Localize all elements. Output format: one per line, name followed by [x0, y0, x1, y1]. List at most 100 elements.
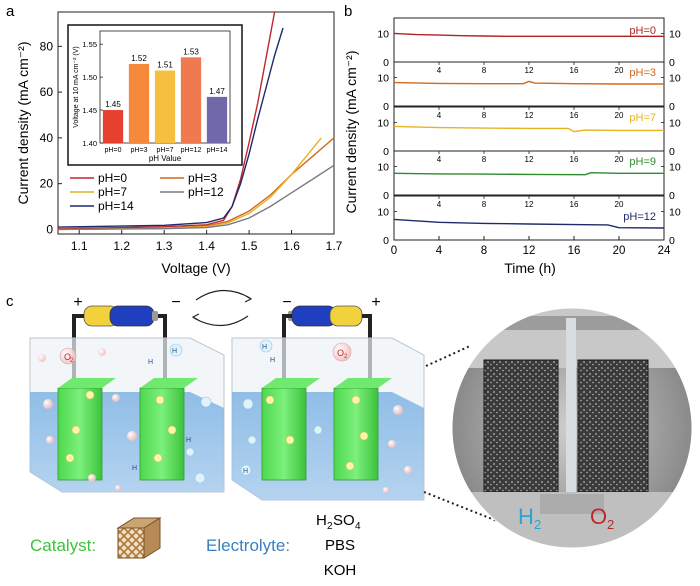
polarity-right-plus: +	[371, 294, 380, 311]
chart-b-inner-xtick-label: 4	[437, 155, 442, 164]
chart-b-series-pH=0	[393, 32, 664, 37]
inset-xtick-label: pH=3	[131, 147, 148, 154]
chart-b-ytick-label-right: 0	[669, 57, 675, 69]
inset-ylabel: Voltage at 10 mA cm⁻² (V)	[73, 46, 80, 128]
chart-a-xtick-label: 1.5	[241, 239, 258, 253]
chart-b-xtick-label: 12	[523, 245, 536, 257]
chart-b-ytick-label-right: 0	[669, 146, 675, 158]
inset-bar-pH=7	[154, 70, 176, 143]
chart-b-ytick-label: 10	[377, 206, 389, 218]
inset-bar-pH=12	[180, 57, 202, 144]
inset-ytick-label: 1.50	[82, 73, 97, 82]
electrode-left-1-top	[58, 378, 116, 388]
chart-b-inner-xtick-label: 8	[482, 66, 487, 75]
bubbles-right: O 2 H H H	[240, 339, 412, 493]
bubbles-left: O 2 H H H H	[38, 343, 212, 491]
inset-xtick-label: pH=14	[207, 147, 228, 154]
electrolyte-label: Electrolyte:	[206, 536, 290, 555]
chart-b-inner-xtick-label: 20	[615, 155, 624, 164]
photo-electrode-h2	[483, 359, 559, 493]
chart-a-ytick-label: 80	[40, 39, 54, 53]
chart-b-inner-xtick-label: 8	[482, 200, 487, 209]
electrolyte-h2so4-sub2: 2	[327, 521, 333, 532]
swap-arrow-top	[195, 289, 251, 301]
chart-b-label-pH=9: pH=9	[629, 156, 656, 168]
panel-label-c: c	[6, 293, 14, 310]
chart-b-ytick-label-right: 0	[669, 101, 675, 113]
chart-a-ticks: 1.1 1.2 1.3 1.4 1.5 1.6 1.7 0 20 40 60 80	[40, 39, 343, 253]
legend-label-pH=14: pH=14	[98, 199, 134, 213]
chart-b-xtick-label: 0	[391, 245, 397, 257]
chart-a-lines	[57, 11, 335, 231]
chart-b: 10 100 0pH=010 100 04 8 12 16 20 pH=310 100 04 8 12 16…	[343, 17, 681, 276]
h2-label-right-top2: H	[270, 357, 275, 364]
chart-a-xlabel: Voltage (V)	[161, 260, 230, 276]
polarity-left-minus: −	[171, 294, 180, 311]
swap-arrow-top-head	[244, 295, 253, 303]
h2-label-left-low: H	[132, 465, 137, 472]
chart-b-ytick-label: 10	[377, 161, 389, 173]
chart-b-ytick-label-right: 10	[669, 161, 681, 173]
o2-sub-left: 2	[70, 358, 74, 364]
electrolyzer-left: + − O 2	[29, 294, 225, 493]
chart-b-inner-xtick-label: 20	[615, 66, 624, 75]
battery-right-icon	[288, 305, 363, 327]
chart-b-inner-xtick-label: 16	[570, 155, 579, 164]
electrolyzer-right: − + O 2 H H H	[231, 294, 425, 501]
chart-b-xtick-label: 4	[436, 245, 443, 257]
photo-o2-sub: 2	[607, 517, 614, 532]
swap-arrow-bottom	[193, 315, 249, 327]
chart-b-ytick-label-right: 10	[669, 117, 681, 129]
electrode-left-1	[57, 387, 103, 481]
chart-b-series-pH=7	[393, 125, 664, 133]
chart-b-inner-xtick-label: 8	[482, 155, 487, 164]
zoom-line-top	[425, 345, 471, 367]
swap-arrow-bottom-head	[191, 313, 200, 321]
chart-b-ytick-label-right: 10	[669, 72, 681, 84]
inset-bar-value: 1.47	[209, 87, 225, 96]
photo-electrode-o2	[577, 359, 649, 493]
chart-a-xtick-label: 1.1	[71, 239, 88, 253]
chart-a-frame	[57, 11, 335, 235]
chart-a-series-pH=12	[57, 164, 335, 231]
chart-b-xtick-label: 20	[613, 245, 626, 257]
chart-a-ytick-label: 60	[40, 85, 54, 99]
inset-bar-pH=0	[102, 110, 124, 143]
inset-bar-value: 1.45	[105, 100, 121, 109]
chart-b-xtick-label: 16	[568, 245, 581, 257]
electrolyte-h2so4-so: SO	[333, 512, 355, 529]
inset-bars: 1.45 pH=0 1.52 pH=3 1.51 pH=7 1.53 pH=12 1.47 pH=…	[102, 47, 228, 154]
chart-b-inner-xtick-label: 12	[525, 155, 534, 164]
electrolyte-koh: KOH	[324, 562, 357, 579]
chart-b-xtick-label: 24	[658, 245, 671, 257]
h2-label-right-low: H	[243, 468, 248, 475]
chart-b-ytick-label: 0	[383, 235, 389, 247]
electrode-right-2-top	[334, 378, 392, 388]
chart-b-ytick-label-right: 0	[669, 235, 675, 247]
inset-ytick-label: 1.45	[82, 106, 97, 115]
chart-b-inner-xtick-label: 12	[525, 111, 534, 120]
zoom-line-bottom	[423, 491, 541, 539]
chart-a-ytick-label: 20	[40, 177, 54, 191]
polarity-right-minus: −	[282, 294, 291, 311]
chart-a-xtick-label: 1.3	[156, 239, 173, 253]
chart-b-inner-xtick-label: 8	[482, 111, 487, 120]
chart-b-ytick-label: 10	[377, 117, 389, 129]
chart-b-inner-xtick-label: 4	[437, 66, 442, 75]
chart-b-label-pH=7: pH=7	[629, 112, 656, 124]
chart-b-ytick-label: 0	[383, 146, 389, 158]
chart-b-inner-xtick-label: 4	[437, 111, 442, 120]
legend-label-pH=3: pH=3	[188, 171, 217, 185]
inset-ticks: 1.40 1.45 1.50 1.55	[82, 40, 103, 148]
chart-b-series-pH=12	[393, 218, 665, 229]
panel-label-a: a	[6, 3, 15, 20]
o2-label-left: O	[64, 352, 71, 362]
chart-a-xtick-label: 1.7	[326, 239, 343, 253]
chart-b-inner-xtick-label: 16	[570, 200, 579, 209]
chart-b-inner-xtick-label: 12	[525, 66, 534, 75]
inset-xlabel: pH Value	[149, 154, 182, 163]
legend-label-pH=7: pH=7	[98, 185, 127, 199]
inset-bar-pH=14	[206, 96, 228, 143]
chart-b-series-pH=3	[393, 80, 664, 85]
inset-xtick-label: pH=7	[157, 147, 174, 154]
